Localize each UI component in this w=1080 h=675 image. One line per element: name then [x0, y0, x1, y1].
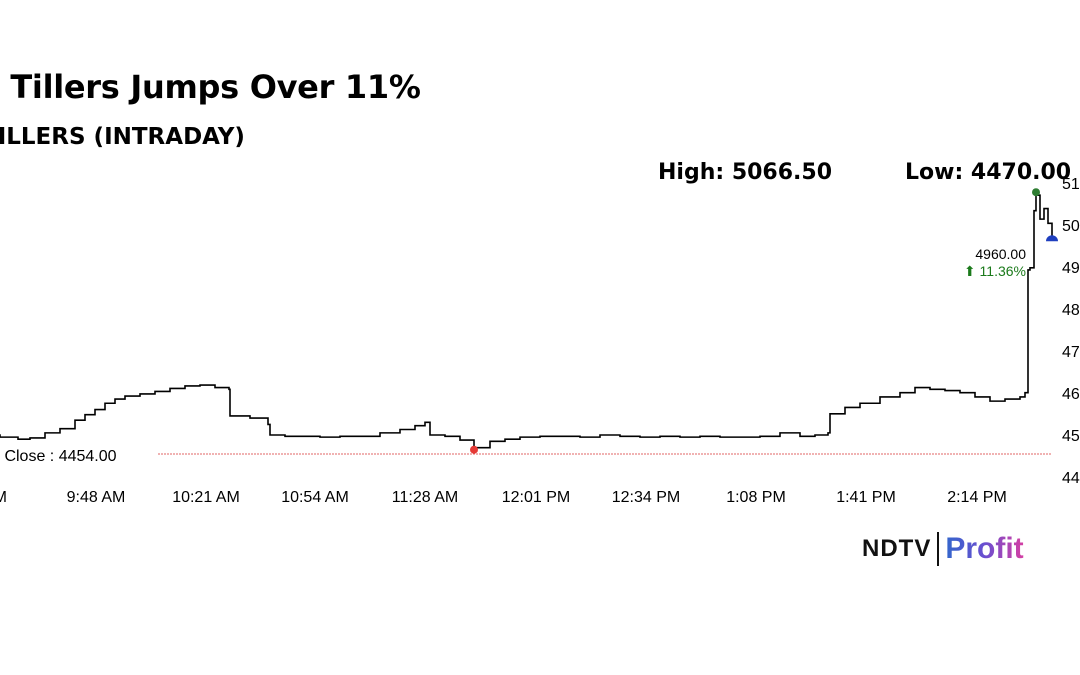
x-tick-label: 11:28 AM: [392, 489, 458, 506]
y-tick-label: 49: [1062, 260, 1080, 277]
y-tick-label: 46: [1062, 386, 1080, 403]
x-tick-label: 1:08 PM: [726, 489, 786, 506]
price-line: [0, 194, 1053, 449]
x-tick-label: 12:01 PM: [502, 489, 570, 506]
last-price-marker: [1046, 235, 1058, 242]
y-tick-label: 44: [1062, 470, 1080, 487]
last-price-value: 4960.00: [975, 246, 1026, 262]
ndtv-profit-logo: NDTV Profit: [862, 532, 1024, 572]
y-tick-label: 50: [1062, 218, 1080, 235]
x-tick-label: 12:34 PM: [612, 489, 680, 506]
x-axis-ticks: AM 9:48 AM 10:21 AM 10:54 AM 11:28 AM 12:01 P…: [0, 489, 1007, 506]
y-tick-label: 51: [1062, 176, 1080, 193]
percent-change: ⬆ 11.36%: [964, 263, 1026, 279]
y-tick-label: 48: [1062, 302, 1080, 319]
y-tick-label: 47: [1062, 344, 1080, 361]
high-stat: High: 5066.50: [658, 160, 833, 185]
y-axis-ticks: 51 50 49 48 47 46 45 44: [1062, 176, 1080, 487]
x-tick-label: AM: [0, 489, 7, 506]
logo-product: Profit: [945, 532, 1024, 565]
logo-brand: NDTV: [862, 535, 932, 562]
y-tick-label: 45: [1062, 428, 1080, 445]
x-tick-label: 10:21 AM: [172, 489, 240, 506]
logo-divider: [937, 532, 940, 566]
chart-title: T Tillers Jumps Over 11%: [0, 68, 421, 106]
x-tick-label: 9:48 AM: [67, 489, 126, 506]
x-tick-label: 10:54 AM: [281, 489, 349, 506]
low-stat: Low: 4470.00: [905, 160, 1072, 185]
x-tick-label: 2:14 PM: [947, 489, 1007, 506]
low-marker: [470, 445, 478, 454]
high-marker: [1032, 188, 1040, 197]
prev-close-label: v Close : 4454.00: [0, 448, 117, 465]
chart-subtitle: TILLERS (INTRADAY): [0, 124, 245, 150]
x-tick-label: 1:41 PM: [836, 489, 896, 506]
